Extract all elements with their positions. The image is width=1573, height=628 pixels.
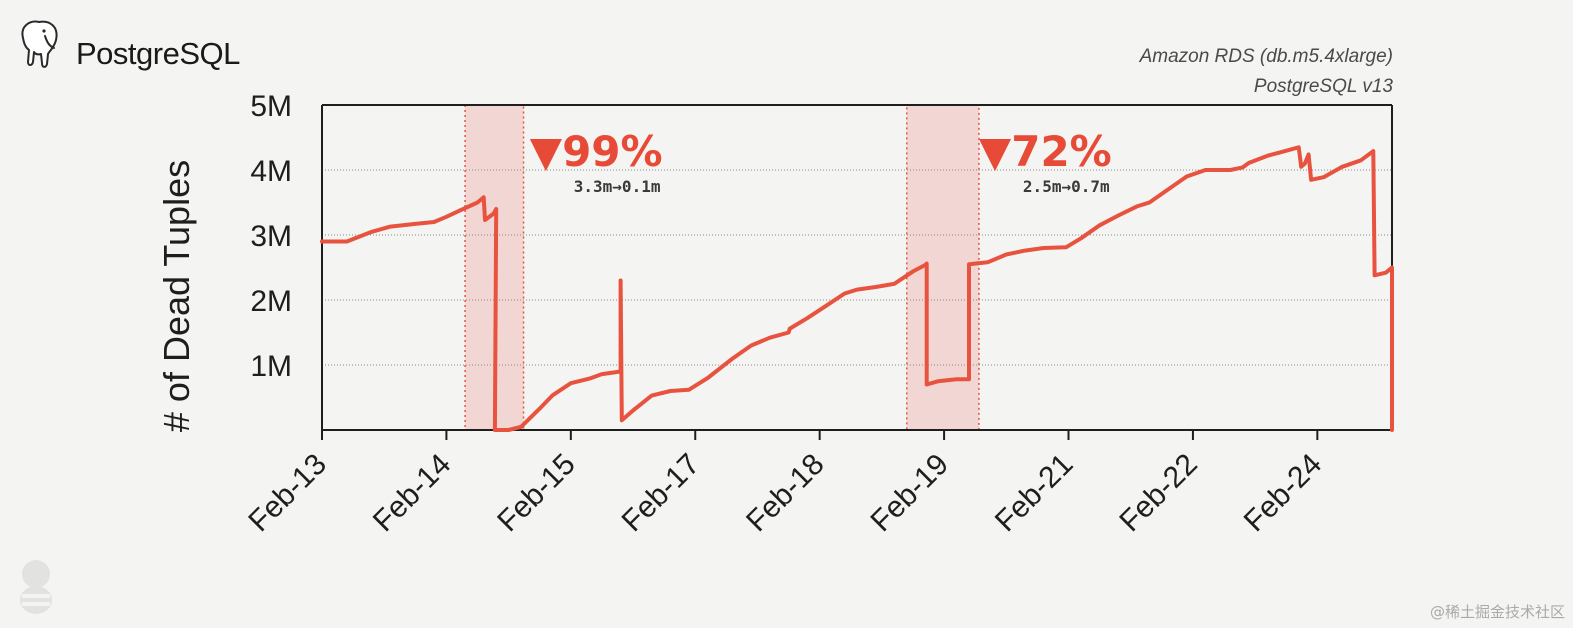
y-axis-label: # of Dead Tuples bbox=[156, 160, 197, 432]
series-layer bbox=[320, 145, 1394, 432]
watermark: @稀土掘金技术社区 bbox=[1429, 603, 1565, 621]
y-tick-label: 3M bbox=[250, 220, 292, 253]
x-tick-label: Feb-18 bbox=[740, 448, 831, 539]
subtitle-version: PostgreSQL v13 bbox=[1253, 76, 1393, 97]
x-tick-label: Feb-22 bbox=[1113, 448, 1204, 539]
postgresql-wordmark: PostgreSQL bbox=[76, 36, 240, 71]
x-tick-label: Feb-14 bbox=[367, 448, 458, 539]
annotation-detail: 3.3m→0.1m bbox=[574, 177, 661, 196]
x-tick-label: Feb-15 bbox=[491, 448, 582, 539]
postgresql-logo: PostgreSQL bbox=[14, 16, 314, 72]
x-tick-label: Feb-19 bbox=[864, 448, 955, 539]
y-tick-label: 5M bbox=[250, 90, 292, 123]
annotation-headline: ▼72% bbox=[979, 127, 1112, 176]
elephant-icon bbox=[21, 20, 58, 68]
y-tick-label: 4M bbox=[250, 155, 292, 188]
subtitle-instance: Amazon RDS (db.m5.4xlarge) bbox=[1139, 46, 1393, 67]
annotation-headline: ▼99% bbox=[530, 127, 663, 176]
series-line-1 bbox=[320, 145, 1394, 432]
annotation-detail: 2.5m→0.7m bbox=[1023, 177, 1110, 196]
x-tick-label: Feb-21 bbox=[989, 448, 1080, 539]
mascot-icon bbox=[14, 556, 58, 616]
x-tick-label: Feb-17 bbox=[616, 448, 707, 539]
annotations: ▼99%3.3m→0.1m ▼72%2.5m→0.7m bbox=[530, 127, 1112, 196]
tick-labels: 1M 2M 3M 4M 5M Feb-13 Feb-14 Feb-15 Feb-17 Feb-18… bbox=[242, 90, 1328, 538]
y-tick-label: 2M bbox=[250, 285, 292, 318]
x-tick-label: Feb-13 bbox=[242, 448, 333, 539]
x-tick-label: Feb-24 bbox=[1238, 448, 1329, 539]
y-tick-label: 1M bbox=[250, 350, 292, 383]
